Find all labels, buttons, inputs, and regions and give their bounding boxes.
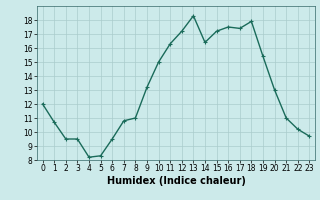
X-axis label: Humidex (Indice chaleur): Humidex (Indice chaleur)	[107, 176, 245, 186]
